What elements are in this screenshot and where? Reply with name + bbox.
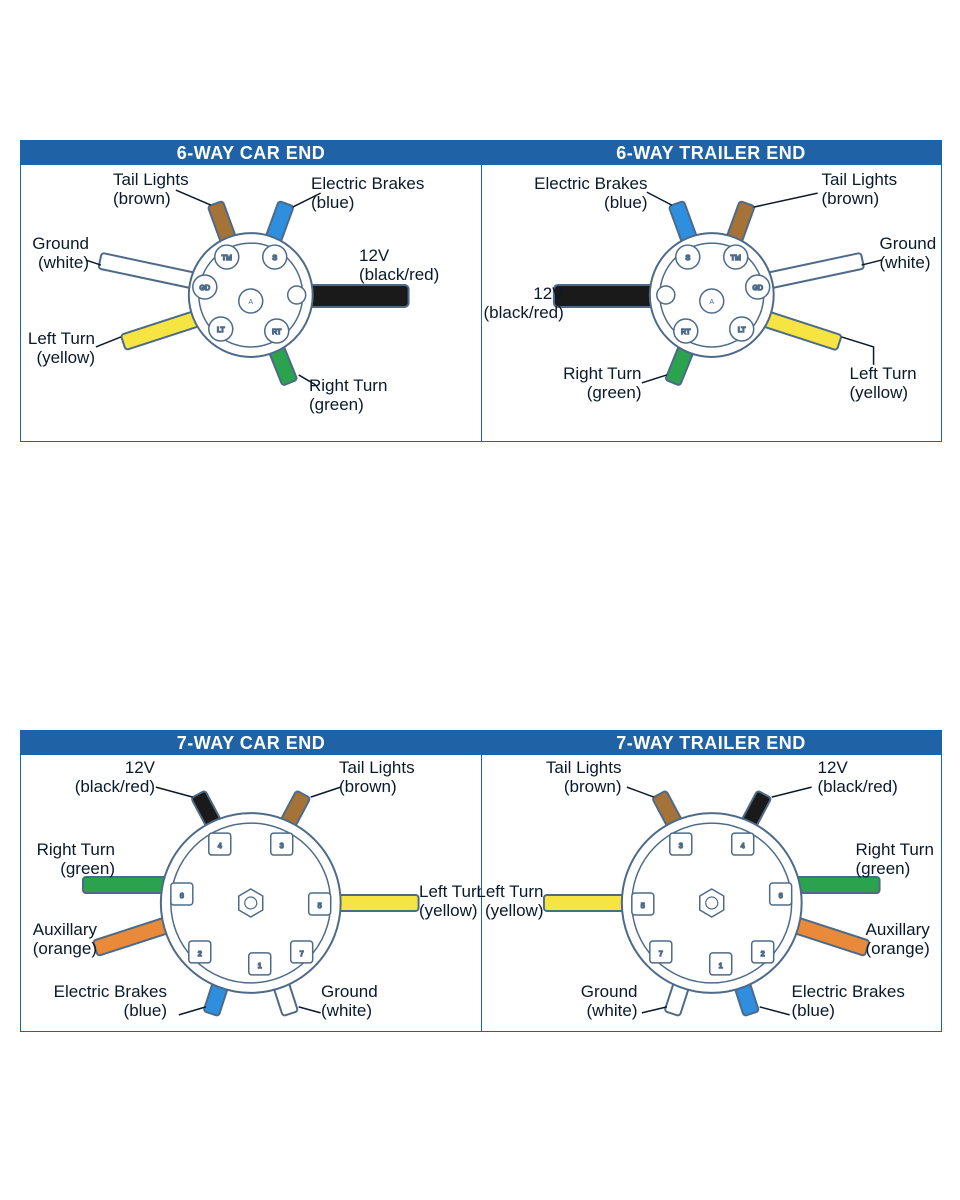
- svg-text:6: 6: [778, 893, 782, 900]
- lbl-right-turn: Right Turn(green): [309, 377, 387, 414]
- seven-way-trailer-panel: 3 4 5 6 7 1 2 Tail Lights(brown) 12V(bla…: [481, 755, 942, 1031]
- lbl-auxiliary: Auxillary(orange): [15, 921, 97, 958]
- lbl-left-turn: Left Turn(yellow): [15, 330, 95, 367]
- svg-text:A: A: [248, 299, 253, 306]
- lbl-12v: 12V(black/red): [484, 285, 564, 322]
- svg-text:GD: GD: [752, 285, 762, 292]
- svg-text:1: 1: [258, 963, 262, 970]
- lbl-tail-lights: Tail Lights(brown): [522, 759, 622, 796]
- svg-text:3: 3: [280, 843, 284, 850]
- svg-text:7: 7: [658, 951, 662, 958]
- wire-ground: [763, 253, 881, 289]
- lbl-left-turn: Left Turn(yellow): [850, 365, 917, 402]
- lbl-right-turn: Right Turn(green): [856, 841, 934, 878]
- wire-12v: [553, 285, 663, 307]
- svg-text:2: 2: [198, 951, 202, 958]
- seven-way-trailer-title: 7-WAY TRAILER END: [481, 731, 941, 755]
- seven-way-header: 7-WAY CAR END 7-WAY TRAILER END: [21, 731, 941, 755]
- svg-text:RT: RT: [272, 329, 282, 336]
- lbl-12v: 12V(black/red): [359, 247, 439, 284]
- svg-text:TM: TM: [730, 255, 740, 262]
- seven-way-car-panel: 4 3 6 5 2 1 7 12V(black/red) Tail Lights…: [21, 755, 481, 1031]
- svg-text:GD: GD: [200, 285, 210, 292]
- lbl-elec-brakes: Electric Brakes(blue): [518, 175, 648, 212]
- wire-right-turn: [789, 877, 879, 893]
- seven-way-car-title: 7-WAY CAR END: [21, 731, 481, 755]
- six-way-car-panel: A TM S GD LT RT Tail Lights(brown) Elect…: [21, 165, 481, 441]
- seven-way-block: 7-WAY CAR END 7-WAY TRAILER END: [20, 730, 942, 1032]
- svg-text:5: 5: [640, 903, 644, 910]
- lbl-right-turn: Right Turn(green): [542, 365, 642, 402]
- wire-right-turn: [83, 877, 173, 893]
- svg-text:LT: LT: [737, 327, 745, 334]
- lbl-elec-brakes: Electric Brakes(blue): [792, 983, 905, 1020]
- svg-text:1: 1: [718, 963, 722, 970]
- wire-ground: [86, 253, 199, 289]
- svg-text:2: 2: [760, 951, 764, 958]
- six-way-trailer-panel: A S TM GD RT LT Electric Brakes(blue) Ta…: [481, 165, 942, 441]
- lbl-ground: Ground(white): [21, 235, 89, 272]
- six-way-car-title: 6-WAY CAR END: [21, 141, 481, 165]
- svg-text:6: 6: [180, 893, 184, 900]
- wire-12v: [299, 285, 409, 307]
- wire-left-turn: [543, 895, 633, 911]
- svg-text:LT: LT: [217, 327, 225, 334]
- svg-text:4: 4: [218, 843, 222, 850]
- six-way-block: 6-WAY CAR END 6-WAY TRAILER END: [20, 140, 942, 442]
- wire-left-turn: [329, 895, 419, 911]
- lbl-elec-brakes: Electric Brakes(blue): [37, 983, 167, 1020]
- lbl-ground: Ground(white): [560, 983, 638, 1020]
- lbl-right-turn: Right Turn(green): [17, 841, 115, 878]
- svg-text:3: 3: [678, 843, 682, 850]
- lbl-12v: 12V(black/red): [55, 759, 155, 796]
- lbl-auxiliary: Auxillary(orange): [866, 921, 930, 958]
- lbl-tail-lights: Tail Lights(brown): [339, 759, 415, 796]
- svg-text:S: S: [685, 255, 690, 262]
- six-way-trailer-title: 6-WAY TRAILER END: [481, 141, 941, 165]
- six-way-header: 6-WAY CAR END 6-WAY TRAILER END: [21, 141, 941, 165]
- svg-text:RT: RT: [681, 329, 691, 336]
- svg-text:7: 7: [300, 951, 304, 958]
- svg-text:4: 4: [740, 843, 744, 850]
- svg-text:TM: TM: [222, 255, 232, 262]
- lbl-tail-lights: Tail Lights(brown): [822, 171, 898, 208]
- lbl-ground: Ground(white): [880, 235, 937, 272]
- lbl-left-turn: Left Turn(yellow): [472, 883, 544, 920]
- lbl-ground: Ground(white): [321, 983, 378, 1020]
- svg-text:S: S: [272, 255, 277, 262]
- lbl-tail-lights: Tail Lights(brown): [113, 171, 189, 208]
- svg-text:A: A: [709, 299, 714, 306]
- svg-text:5: 5: [318, 903, 322, 910]
- lbl-12v: 12V(black/red): [818, 759, 898, 796]
- lbl-elec-brakes: Electric Brakes(blue): [311, 175, 424, 212]
